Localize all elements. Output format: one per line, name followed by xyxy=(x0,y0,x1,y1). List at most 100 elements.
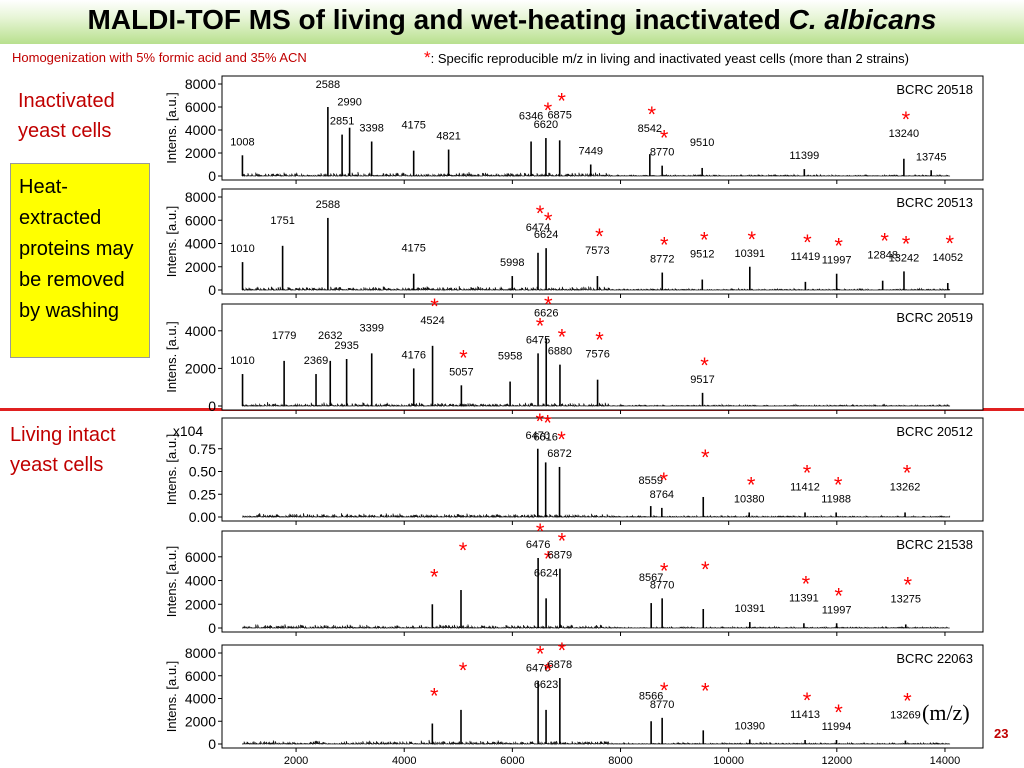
peak-label: 11988 xyxy=(821,493,851,505)
peak-label: 9512 xyxy=(690,249,714,261)
peak-label: 6624 xyxy=(534,229,558,241)
y-tick-label: 0 xyxy=(208,736,216,752)
mz-axis-label: (m/z) xyxy=(922,700,970,725)
panel-frame xyxy=(221,644,984,749)
star-marker: * xyxy=(802,571,811,596)
peak-label: 11419 xyxy=(791,251,821,263)
peak-label: 6346 xyxy=(519,111,543,123)
slide-title: MALDI-TOF MS of living and wet-heating i… xyxy=(0,4,1024,36)
star-marker: * xyxy=(536,409,545,434)
star-marker: * xyxy=(660,233,669,258)
peak-label: 6880 xyxy=(548,346,572,358)
inactivated-label: Inactivated yeast cells xyxy=(18,90,115,142)
y-tick-label: 4000 xyxy=(185,122,216,138)
star-marker: * xyxy=(430,294,439,319)
y-tick-label: 0 xyxy=(208,620,216,636)
peak-label: 6878 xyxy=(548,659,572,671)
legend-note-text: : Specific reproducible m/z in living an… xyxy=(430,51,909,66)
peak-label: 8566 xyxy=(639,690,663,702)
peak-label: 7576 xyxy=(585,349,609,361)
y-tick-label: 8000 xyxy=(185,645,216,661)
peak-label: 11994 xyxy=(822,721,852,733)
strain-label: BCRC 21538 xyxy=(896,537,973,552)
star-marker: * xyxy=(880,229,889,254)
peak-label: 6616 xyxy=(533,431,557,443)
x-tick-label: 14000 xyxy=(930,755,961,767)
peak-label: 5057 xyxy=(449,366,473,378)
peak-label: 2935 xyxy=(334,340,358,352)
star-marker: * xyxy=(902,231,911,256)
star-marker: * xyxy=(557,88,566,113)
star-marker: * xyxy=(459,345,468,370)
spectrum-panel: 0 2000 4000 6000 8000 Intens. [a.u.] 1008 2588 2… xyxy=(164,75,984,184)
y-tick-label: 4000 xyxy=(185,323,216,339)
peak-label: 2369 xyxy=(304,355,328,367)
subtitle-left: Homogenization with 5% formic acid and 3… xyxy=(12,50,307,65)
star-marker: * xyxy=(543,410,552,435)
star-marker: * xyxy=(558,529,567,554)
star-marker: * xyxy=(544,292,553,317)
noise-trace xyxy=(242,402,951,408)
peak-label: 11997 xyxy=(822,255,852,267)
y-tick-label: 4000 xyxy=(185,573,216,589)
strain-label: BCRC 20519 xyxy=(896,310,973,325)
y-axis-label: Intens. [a.u.] xyxy=(164,546,179,618)
star-marker: * xyxy=(558,325,567,350)
peak-label: 13240 xyxy=(889,128,920,140)
spectrum-panel: 0 2000 4000 6000 8000 Intens. [a.u.] 1010 1751 2… xyxy=(164,188,984,298)
star-marker: * xyxy=(748,227,757,252)
peak-label: 3399 xyxy=(359,322,383,334)
panel-frame xyxy=(221,530,984,633)
star-marker: * xyxy=(700,353,709,378)
star-marker: * xyxy=(544,98,553,123)
star-marker: * xyxy=(834,700,843,725)
peak-label: 2632 xyxy=(318,330,342,342)
peak-label: 7573 xyxy=(585,245,609,257)
star-marker: * xyxy=(544,658,553,683)
y-tick-label: 2000 xyxy=(185,596,216,612)
star-marker: * xyxy=(903,689,912,714)
panel-frame xyxy=(221,303,984,411)
star-marker: * xyxy=(459,538,468,563)
peak-label: 4821 xyxy=(436,131,460,143)
peak-label: 13242 xyxy=(889,252,920,264)
y-tick-label: 2000 xyxy=(185,145,216,161)
peak-label: 13745 xyxy=(916,151,947,163)
y-tick-label: 0 xyxy=(208,168,216,184)
noise-trace xyxy=(242,739,951,746)
star-marker: * xyxy=(660,558,669,583)
x-tick-label: 6000 xyxy=(500,755,524,767)
y-tick-label: 6000 xyxy=(185,549,216,565)
star-marker: * xyxy=(557,427,566,452)
star-marker: * xyxy=(430,684,439,709)
y-tick-label: 8000 xyxy=(185,189,216,205)
star-marker: * xyxy=(558,638,567,663)
star-marker: * xyxy=(595,224,604,249)
star-marker: * xyxy=(747,472,756,497)
strain-label: BCRC 22063 xyxy=(896,651,973,666)
peak-label: 2851 xyxy=(330,116,354,128)
x-tick-label: 10000 xyxy=(713,755,744,767)
star-marker: * xyxy=(903,572,912,597)
panel-frame xyxy=(221,75,984,181)
star-marker: * xyxy=(903,460,912,485)
x-tick-label: 12000 xyxy=(822,755,853,767)
star-marker: * xyxy=(544,208,553,233)
star-marker: * xyxy=(701,557,710,582)
x-tick-label: 8000 xyxy=(608,755,632,767)
peak-label: 1010 xyxy=(230,243,254,255)
star-marker: * xyxy=(701,678,710,703)
peak-label: 5958 xyxy=(498,351,522,363)
y-tick-label: 0.00 xyxy=(189,509,216,525)
page-number: 23 xyxy=(994,726,1009,741)
peak-label: 6875 xyxy=(547,109,571,121)
legend-star: * xyxy=(424,48,431,67)
peak-label: 8567 xyxy=(639,572,663,584)
peak-label: 6620 xyxy=(534,119,558,131)
peak-label: 12848 xyxy=(867,250,898,262)
peak-label: 4176 xyxy=(401,349,425,361)
star-marker: * xyxy=(536,641,545,666)
peak-label: 6476 xyxy=(526,662,550,674)
y-tick-label: 0.75 xyxy=(189,441,216,457)
